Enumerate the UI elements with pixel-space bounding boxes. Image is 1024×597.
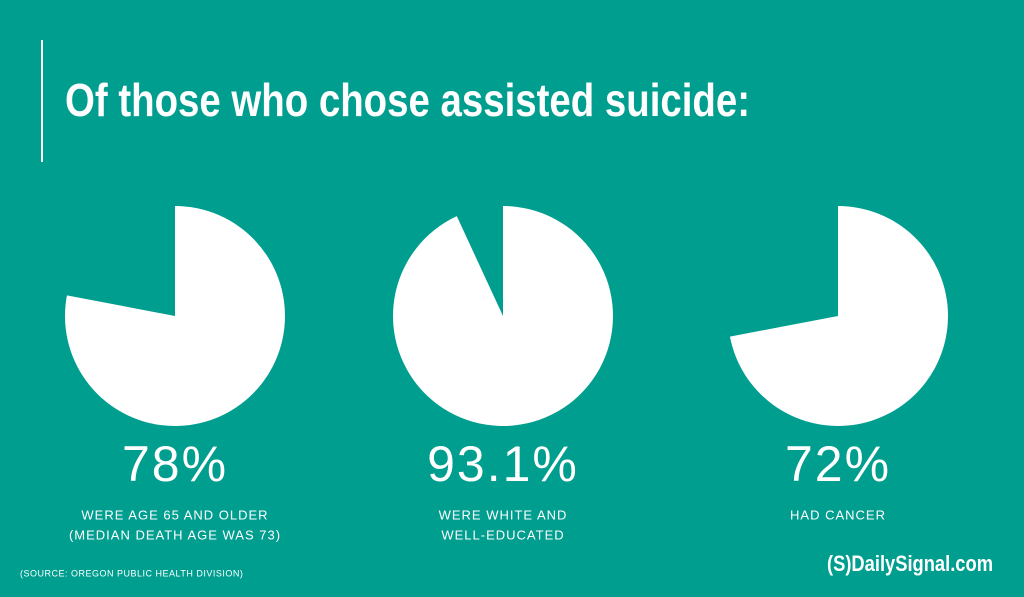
pie-slice: [393, 206, 613, 426]
caption: WELL-EDUCATED: [441, 527, 564, 542]
pie-slice: [65, 206, 285, 426]
value-label: 93.1%: [427, 436, 579, 492]
title: Of those who chose assisted suicide:: [65, 74, 750, 126]
value-label: 72%: [785, 436, 891, 492]
source: (SOURCE: OREGON PUBLIC HEALTH DIVISION): [20, 568, 243, 578]
caption: WERE WHITE AND: [439, 507, 568, 522]
logo: (S)DailySignal.com: [827, 551, 993, 576]
caption: HAD CANCER: [790, 507, 886, 522]
pie-slice: [729, 206, 948, 426]
value-label: 78%: [122, 436, 228, 492]
caption: WERE AGE 65 AND OLDER: [81, 507, 268, 522]
caption: (MEDIAN DEATH AGE WAS 73): [69, 527, 281, 542]
